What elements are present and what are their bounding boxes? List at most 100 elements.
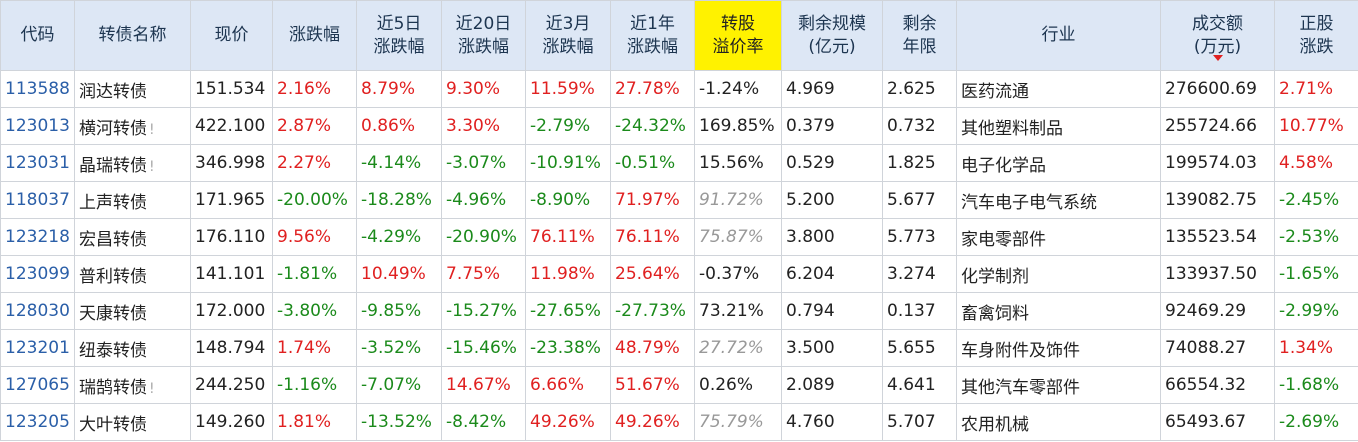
table-row[interactable]: 127065 瑞鹄转债! 244.250 -1.16% -7.07% 14.67% 6.66… (0, 366, 1358, 404)
cell-premium: 27.72% (694, 329, 782, 367)
header-change[interactable]: 涨跌幅 (272, 0, 357, 71)
cell-change-5d-text: -9.85% (361, 301, 422, 321)
header-name[interactable]: 转债名称 (74, 0, 191, 71)
cell-bond-name[interactable]: 宏昌转债 (74, 218, 191, 256)
cell-change-3m-text: 49.26% (530, 412, 595, 432)
header-label: 代码 (20, 25, 55, 45)
cell-bond-name-text: 大叶转债 (79, 414, 147, 435)
header-stock-change[interactable]: 正股 涨跌 (1274, 0, 1358, 71)
cell-change-text: -1.81% (277, 264, 338, 284)
header-years[interactable]: 剩余 年限 (882, 0, 957, 71)
cell-scale: 2.089 (781, 366, 883, 404)
cell-industry-text: 其他塑料制品 (961, 118, 1063, 139)
cell-stock-change-text: -2.45% (1279, 190, 1340, 210)
cell-premium-text: 169.85% (699, 116, 775, 136)
cell-code[interactable]: 123013 (0, 107, 75, 145)
table-row[interactable]: 123031 晶瑞转债! 346.998 2.27% -4.14% -3.07% -10.9… (0, 144, 1358, 182)
table-row[interactable]: 123205 大叶转债 149.260 1.81% -13.52% -8.42% 49.26… (0, 403, 1358, 441)
cell-change-1y-text: -0.51% (615, 153, 676, 173)
cell-industry: 畜禽饲料 (956, 292, 1161, 330)
table-row[interactable]: 128030 天康转债 172.000 -3.80% -9.85% -15.27% -27.… (0, 292, 1358, 330)
cell-code-text: 123031 (5, 153, 70, 173)
cell-code[interactable]: 123205 (0, 403, 75, 441)
cell-scale: 0.794 (781, 292, 883, 330)
cell-change-1y-text: 76.11% (615, 227, 680, 247)
cell-change-5d: -7.07% (356, 366, 442, 404)
table-row[interactable]: 118037 上声转债 171.965 -20.00% -18.28% -4.96% -8.… (0, 181, 1358, 219)
cell-price-text: 172.000 (195, 301, 266, 321)
cell-change-3m-text: 11.59% (530, 79, 595, 99)
header-label: 剩余规模 (798, 13, 866, 34)
cell-code[interactable]: 113588 (0, 70, 75, 108)
cell-bond-name[interactable]: 上声转债 (74, 181, 191, 219)
sort-descending-icon[interactable] (1212, 54, 1223, 61)
cell-bond-name[interactable]: 大叶转债 (74, 403, 191, 441)
cell-turnover: 133937.50 (1160, 255, 1275, 293)
cell-change-3m: -27.65% (525, 292, 611, 330)
cell-code[interactable]: 128030 (0, 292, 75, 330)
header-change-20d[interactable]: 近20日 涨跌幅 (441, 0, 526, 71)
table-row[interactable]: 123218 宏昌转债 176.110 9.56% -4.29% -20.90% 76.11… (0, 218, 1358, 256)
header-change-1y[interactable]: 近1年 涨跌幅 (610, 0, 695, 71)
cell-change-3m: 11.98% (525, 255, 611, 293)
cell-change-20d: -15.27% (441, 292, 526, 330)
cell-change-1y-text: 27.78% (615, 79, 680, 99)
cell-premium-text: 75.79% (699, 412, 764, 432)
cell-code[interactable]: 123218 (0, 218, 75, 256)
header-code[interactable]: 代码 (0, 0, 75, 71)
cell-bond-name[interactable]: 天康转债 (74, 292, 191, 330)
cell-change-20d: -4.96% (441, 181, 526, 219)
cell-bond-name-text: 宏昌转债 (79, 229, 147, 250)
cell-premium: -0.37% (694, 255, 782, 293)
cell-change-5d-text: 0.86% (361, 116, 416, 136)
header-price[interactable]: 现价 (190, 0, 273, 71)
cell-scale-text: 6.204 (786, 264, 835, 284)
cell-industry: 电子化学品 (956, 144, 1161, 182)
header-scale[interactable]: 剩余规模 (亿元) (781, 0, 883, 71)
header-change-3m[interactable]: 近3月 涨跌幅 (525, 0, 611, 71)
cell-change-1y: 71.97% (610, 181, 695, 219)
cell-change-5d-text: -3.52% (361, 338, 422, 358)
cell-bond-name[interactable]: 润达转债 (74, 70, 191, 108)
header-premium[interactable]: 转股 溢价率 (694, 0, 782, 71)
cell-turnover: 135523.54 (1160, 218, 1275, 256)
header-industry[interactable]: 行业 (956, 0, 1161, 71)
header-change-5d[interactable]: 近5日 涨跌幅 (356, 0, 442, 71)
table-row[interactable]: 123201 纽泰转债 148.794 1.74% -3.52% -15.46% -23.3… (0, 329, 1358, 367)
cell-price: 141.101 (190, 255, 273, 293)
cell-industry-text: 电子化学品 (961, 155, 1046, 176)
cell-change-20d-text: 9.30% (446, 79, 501, 99)
cell-change-1y-text: 48.79% (615, 338, 680, 358)
cell-change: -20.00% (272, 181, 357, 219)
cell-bond-name[interactable]: 晶瑞转债! (74, 144, 191, 182)
cell-change-20d: -15.46% (441, 329, 526, 367)
header-turnover[interactable]: 成交额 (万元) (1160, 0, 1275, 71)
cell-industry-text: 其他汽车零部件 (961, 377, 1080, 398)
table-row[interactable]: 113588 润达转债 151.534 2.16% 8.79% 9.30% 11.59% 27… (0, 70, 1358, 108)
cell-stock-change: 1.34% (1274, 329, 1358, 367)
cell-bond-name[interactable]: 普利转债 (74, 255, 191, 293)
cell-price: 149.260 (190, 403, 273, 441)
cell-turnover: 199574.03 (1160, 144, 1275, 182)
cell-bond-name[interactable]: 横河转债! (74, 107, 191, 145)
cell-code[interactable]: 123099 (0, 255, 75, 293)
table-row[interactable]: 123099 普利转债 141.101 -1.81% 10.49% 7.75% 11.98%… (0, 255, 1358, 293)
table-row[interactable]: 123013 横河转债! 422.100 2.87% 0.86% 3.30% -2.79% -… (0, 107, 1358, 145)
cell-turnover: 65493.67 (1160, 403, 1275, 441)
header-sublabel: (亿元) (808, 36, 856, 57)
cell-code[interactable]: 123031 (0, 144, 75, 182)
cell-change-1y-text: 25.64% (615, 264, 680, 284)
table-body: 113588 润达转债 151.534 2.16% 8.79% 9.30% 11.59% 27… (0, 70, 1358, 441)
cell-code[interactable]: 127065 (0, 366, 75, 404)
cell-years-text: 4.641 (887, 375, 936, 395)
cell-price: 171.965 (190, 181, 273, 219)
cell-turnover: 74088.27 (1160, 329, 1275, 367)
cell-premium: 75.79% (694, 403, 782, 441)
cell-change-5d: 0.86% (356, 107, 442, 145)
cell-bond-name[interactable]: 纽泰转债 (74, 329, 191, 367)
cell-bond-name[interactable]: 瑞鹄转债! (74, 366, 191, 404)
cell-code[interactable]: 118037 (0, 181, 75, 219)
cell-code[interactable]: 123201 (0, 329, 75, 367)
cell-scale-text: 4.969 (786, 79, 835, 99)
